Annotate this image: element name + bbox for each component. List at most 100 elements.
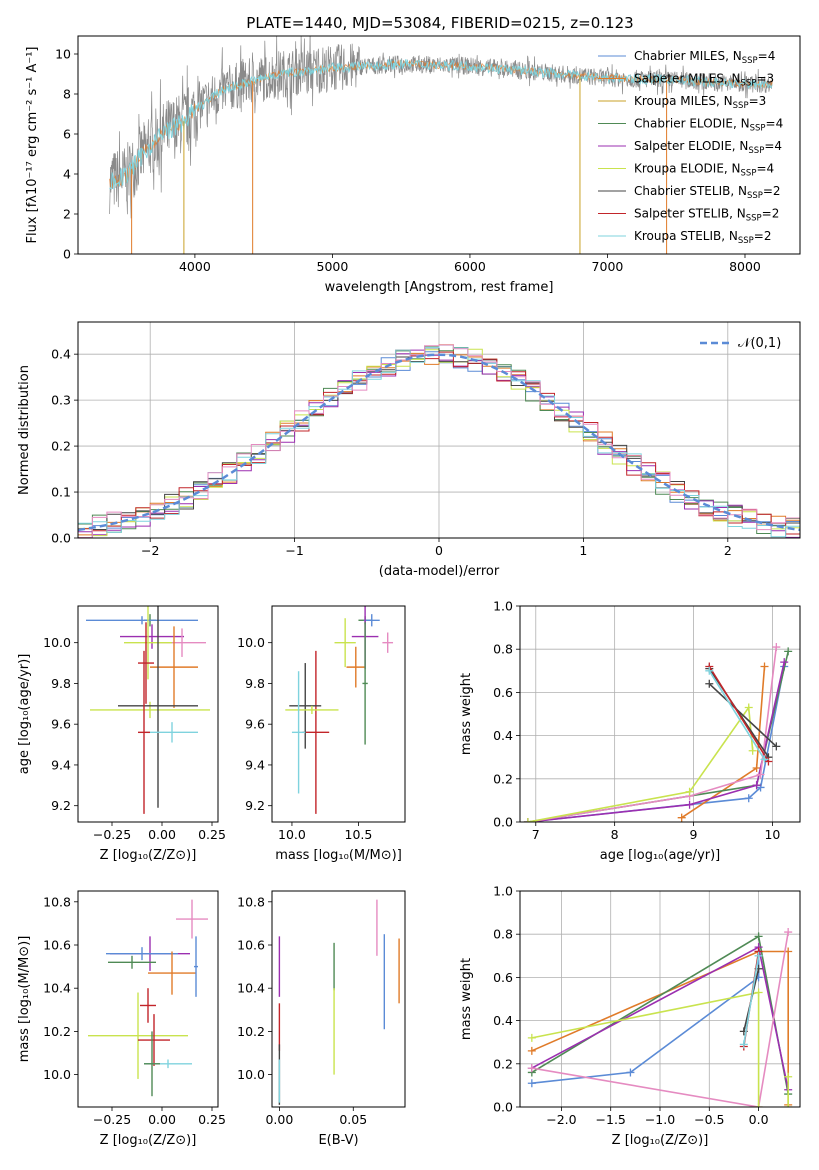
- mass_vs_Z-plot-area: [88, 899, 208, 1097]
- legend-label: Chabrier ELODIE, NSSP=4: [634, 117, 783, 134]
- errorbar-point: [106, 947, 178, 961]
- x-tick-label: 1: [579, 543, 587, 558]
- series-marker: [754, 932, 763, 941]
- y-tick-label: 10.4: [43, 981, 71, 996]
- series-marker: [780, 658, 789, 667]
- x-axis-label: Z [log₁₀(Z/Z⊙)]: [100, 848, 197, 863]
- y-tick-label: 9.6: [245, 717, 265, 732]
- legend-label: Chabrier MILES, NSSP=4: [634, 49, 775, 66]
- errorbar-point: [138, 622, 154, 704]
- series-line-c8: [708, 666, 770, 762]
- x-tick-label: 0: [435, 543, 443, 558]
- y-tick-label: 10.2: [43, 1024, 71, 1039]
- spectrum-frame: [77, 35, 801, 255]
- histogram-step-pink: [78, 344, 800, 538]
- x-tick-label: 7000: [592, 259, 624, 274]
- series-line-pink: [531, 931, 789, 1107]
- age_vs_mass-axes: 10.0 10.5 9.2 9.4 9.6 9.8 10.0 mass [log₁₀(M/M⊙…: [237, 635, 402, 863]
- errorbar-point: [88, 992, 188, 1079]
- x-axis-label: age [log₁₀(age/yr)]: [600, 848, 721, 863]
- x-tick-label: −1: [285, 543, 303, 558]
- mass_vs_Z-axes: −0.25 0.00 0.25 10.0 10.2 10.4 10.6 10.8 Z [log₁…: [17, 894, 226, 1148]
- errorbar-point: [118, 606, 198, 808]
- series-marker: [760, 662, 769, 671]
- series-marker: [784, 1072, 793, 1081]
- spectrum-axes: 4000 5000 6000 7000 8000 0 2 4 6 8 10 wavelength [A…: [25, 47, 761, 296]
- series-line-c2: [531, 950, 789, 1105]
- y-tick-label: 0.2: [493, 771, 513, 786]
- y-axis-label: Normed distribution: [17, 365, 32, 495]
- y-tick-label: 10.0: [43, 635, 71, 650]
- series-marker: [772, 643, 781, 652]
- series-marker: [748, 746, 757, 755]
- mass_vs_ebv-frame: [271, 890, 406, 1108]
- errorbar-point: [334, 618, 356, 668]
- x-axis-label: Z [log₁₀(Z/Z⊙)]: [612, 1133, 709, 1148]
- x-tick-label: −2: [141, 543, 159, 558]
- y-axis-label: age [log₁₀(age/yr)]: [17, 654, 32, 775]
- x-tick-label: 6000: [454, 259, 486, 274]
- age_vs_mass-plot-area: [285, 606, 394, 814]
- x-tick-label: 9: [690, 827, 698, 842]
- y-tick-label: 0.2: [493, 1056, 513, 1071]
- errorbar-point: [108, 955, 156, 969]
- mass_weight_vs_age-plot-area: [523, 643, 793, 822]
- mass_vs_ebv-plot-area: [278, 899, 400, 1105]
- y-tick-label: 10.0: [237, 635, 265, 650]
- spectrum-plot-area: [109, 36, 773, 254]
- legend-label: Salpeter MILES, NSSP=3: [634, 72, 774, 89]
- y-tick-label: 9.6: [51, 717, 71, 732]
- errorbar-point: [302, 650, 330, 814]
- mass_weight_vs_Z-plot-area: [527, 928, 793, 1107]
- y-tick-label: 0.2: [51, 439, 71, 454]
- x-axis-label: E(B-V): [318, 1133, 358, 1148]
- series-marker: [760, 755, 769, 764]
- legend-label: 𝒩(0,1): [738, 336, 781, 351]
- x-tick-label: 0.00: [265, 1112, 293, 1127]
- series-line-c9: [743, 955, 760, 1045]
- series-marker: [739, 1040, 748, 1049]
- x-axis-label: (data-model)/error: [379, 564, 500, 579]
- y-tick-label: 9.4: [51, 757, 71, 772]
- age_vs_Z-axes: −0.25 0.00 0.25 9.2 9.4 9.6 9.8 10.0 Z [log₁₀(Z/…: [17, 635, 226, 863]
- y-tick-label: 9.2: [51, 798, 71, 813]
- y-tick-label: 10.0: [237, 1067, 265, 1082]
- errorbar-point: [382, 632, 394, 653]
- legend-label: Kroupa STELIB, NSSP=2: [634, 229, 772, 246]
- series-line-c9: [708, 670, 766, 760]
- age_vs_Z-plot-area: [86, 606, 210, 814]
- series-marker: [677, 813, 686, 822]
- y-axis-label: mass weight: [459, 958, 474, 1040]
- x-tick-label: 4000: [179, 259, 211, 274]
- x-tick-label: −1.0: [645, 1112, 675, 1127]
- errorbar-point: [140, 988, 156, 1023]
- errorbar-point: [150, 626, 198, 708]
- series-marker: [527, 1079, 536, 1088]
- errorbar-point: [285, 705, 339, 714]
- y-tick-label: 10.8: [237, 894, 265, 909]
- y-tick-label: 8: [63, 87, 71, 102]
- age_vs_mass-frame: [271, 605, 406, 823]
- errorbar-point: [148, 951, 196, 995]
- x-tick-label: 8000: [729, 259, 761, 274]
- x-tick-label: 0.0: [749, 1112, 769, 1127]
- x-tick-label: 8: [611, 827, 619, 842]
- residuals-axes: −2 −1 0 1 2 0.0 0.1 0.2 0.3 0.4 (data-model)/error…: [17, 322, 800, 579]
- y-tick-label: 1.0: [493, 884, 513, 899]
- errorbar-point: [86, 616, 198, 625]
- series-line-c6: [527, 705, 754, 822]
- y-tick-label: 0.6: [493, 970, 513, 985]
- y-tick-label: 2: [63, 207, 71, 222]
- x-axis-label: mass [log₁₀(M/M⊙)]: [275, 848, 402, 863]
- mass_vs_ebv-axes: 0.00 0.05 10.0 10.2 10.4 10.6 10.8 E(B-V): [237, 894, 367, 1148]
- x-tick-label: −0.25: [93, 1112, 131, 1127]
- y-tick-label: 10.6: [43, 938, 71, 953]
- series-marker: [685, 787, 694, 796]
- y-tick-label: 4: [63, 167, 71, 182]
- legend-label: Salpeter STELIB, NSSP=2: [634, 207, 779, 224]
- x-tick-label: 7: [532, 827, 540, 842]
- y-axis-label: Flux [fλ10⁻¹⁷ erg cm⁻² s⁻¹ A⁻¹]: [25, 47, 40, 244]
- errorbar-point: [194, 936, 198, 997]
- legend-label: Chabrier STELIB, NSSP=2: [634, 184, 781, 201]
